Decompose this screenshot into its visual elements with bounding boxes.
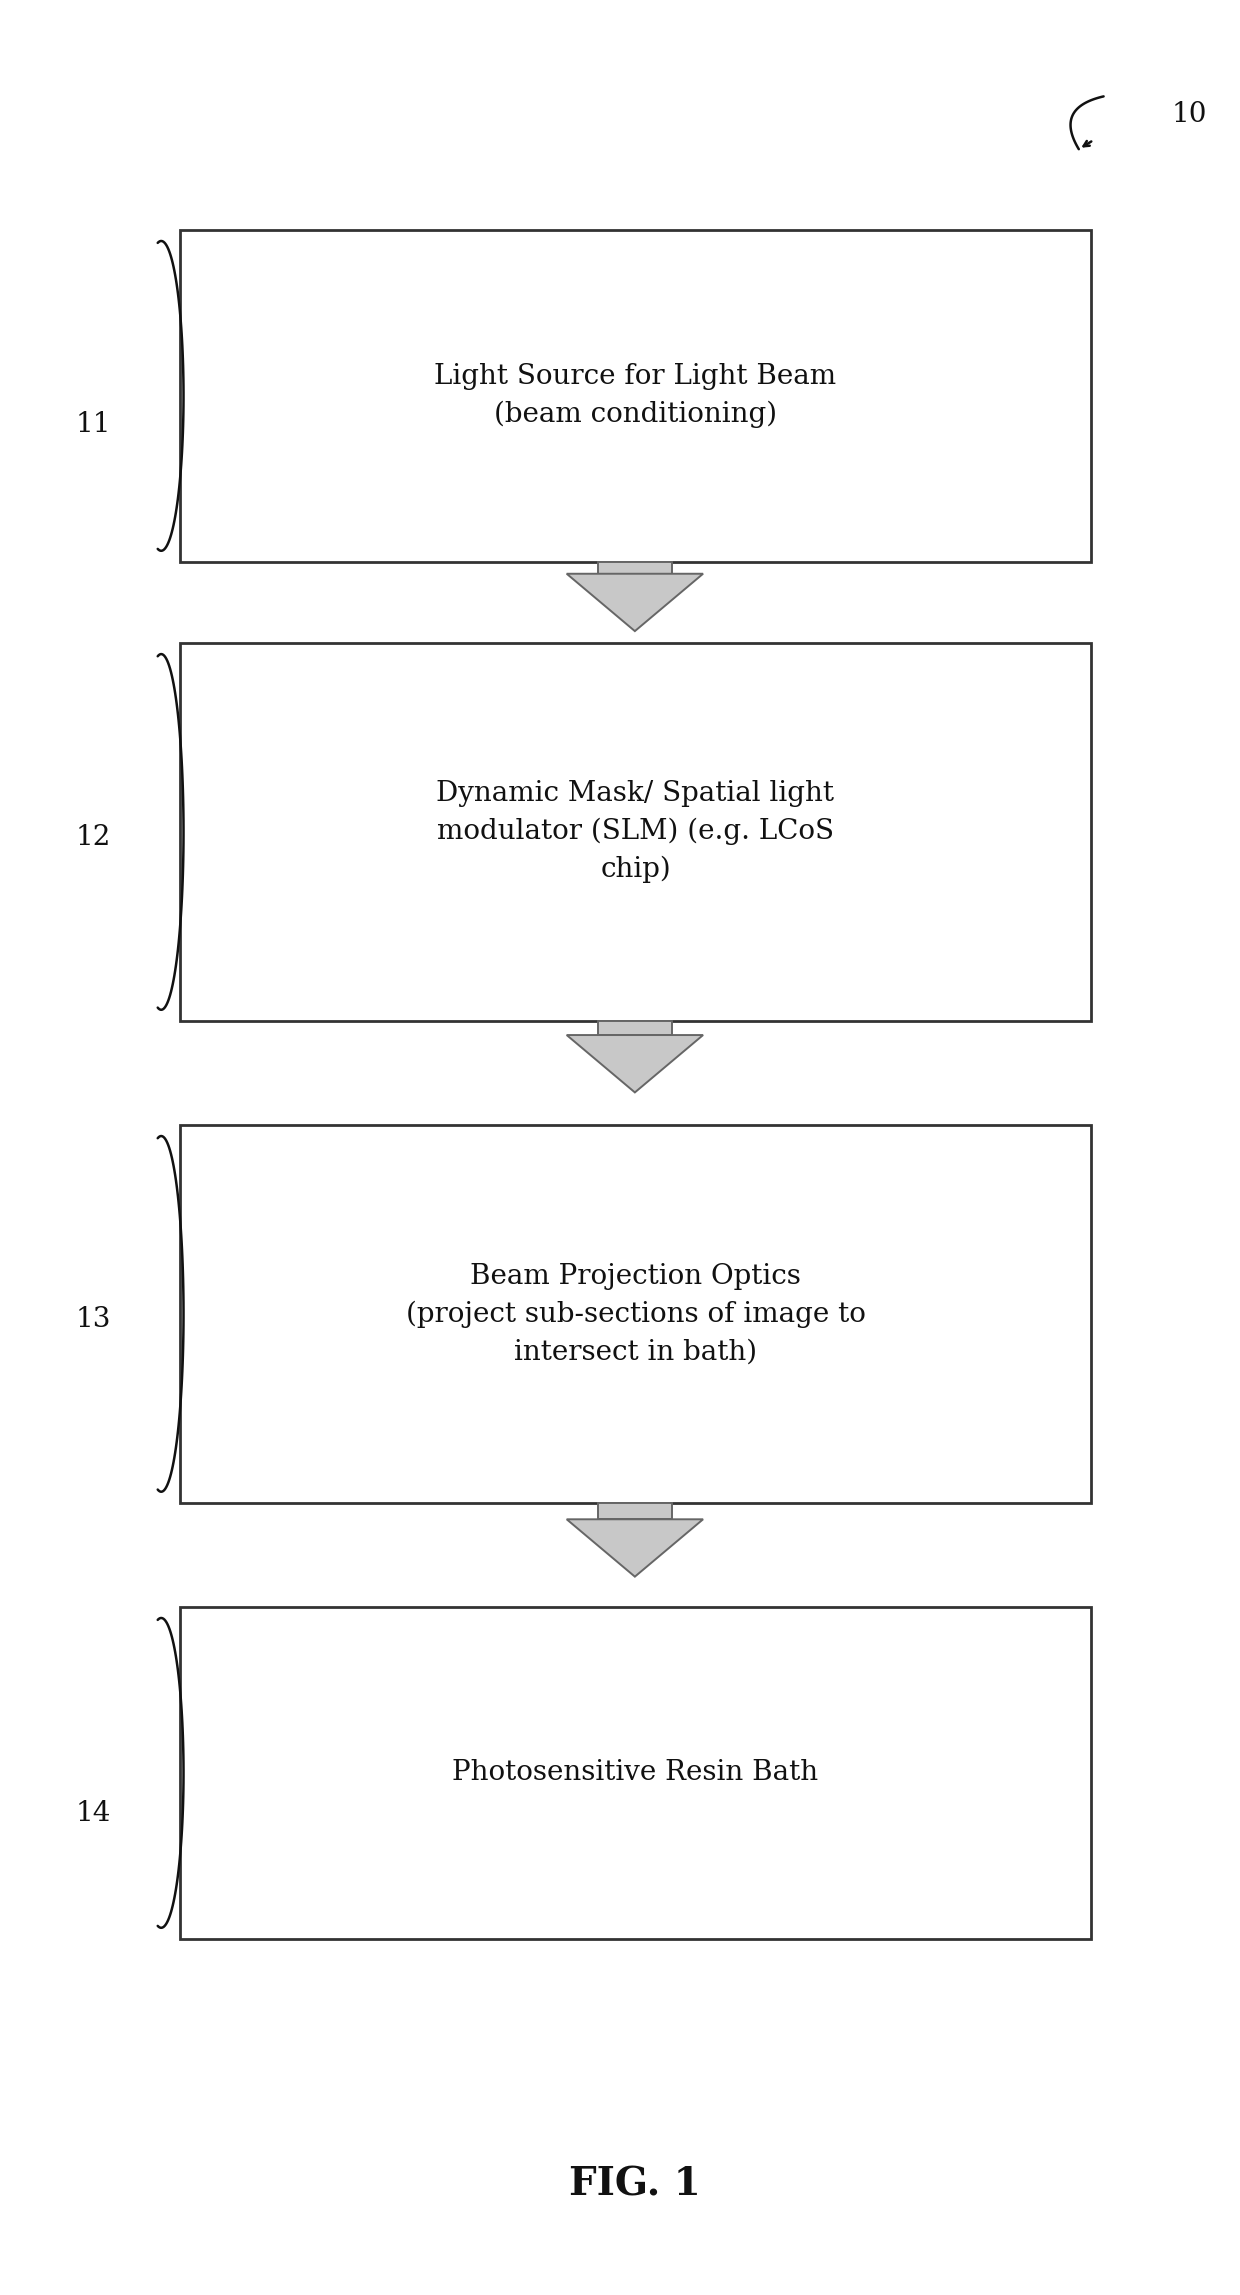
Bar — [598, 562, 672, 574]
FancyBboxPatch shape — [180, 1125, 1091, 1503]
Polygon shape — [567, 574, 703, 631]
Text: FIG. 1: FIG. 1 — [569, 2166, 701, 2203]
Text: Photosensitive Resin Bath: Photosensitive Resin Bath — [453, 1760, 818, 1786]
FancyBboxPatch shape — [180, 230, 1091, 562]
Text: 13: 13 — [76, 1306, 110, 1333]
Text: Beam Projection Optics
(project sub-sections of image to
intersect in bath): Beam Projection Optics (project sub-sect… — [405, 1262, 866, 1366]
Bar — [598, 1021, 672, 1035]
Text: Light Source for Light Beam
(beam conditioning): Light Source for Light Beam (beam condit… — [434, 363, 837, 429]
Text: 12: 12 — [76, 824, 110, 851]
Text: Dynamic Mask/ Spatial light
modulator (SLM) (e.g. LCoS
chip): Dynamic Mask/ Spatial light modulator (S… — [436, 780, 835, 884]
Text: 14: 14 — [76, 1799, 110, 1827]
Bar — [598, 1503, 672, 1519]
FancyBboxPatch shape — [180, 643, 1091, 1021]
FancyBboxPatch shape — [180, 1606, 1091, 1939]
Polygon shape — [567, 1519, 703, 1577]
Text: 11: 11 — [76, 411, 110, 438]
Polygon shape — [567, 1035, 703, 1092]
Text: 10: 10 — [1172, 101, 1208, 129]
